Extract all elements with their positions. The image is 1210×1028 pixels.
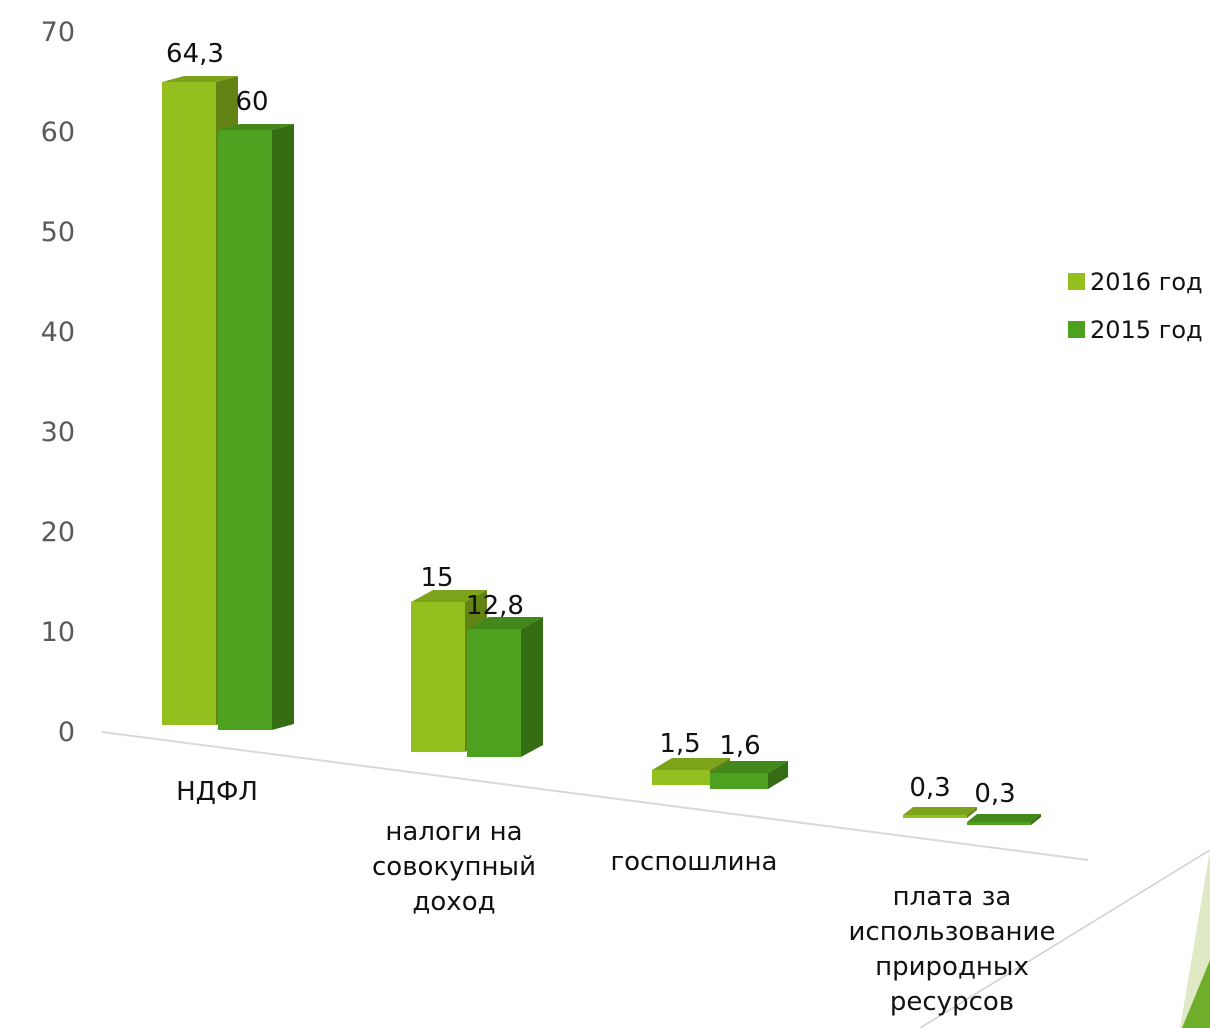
category-label-line: использование [849,917,1056,947]
bar-2015-2 [710,761,788,789]
y-tick-label: 30 [41,417,75,448]
x-axis-baseline [101,731,1089,861]
legend-label: 2016 год [1090,268,1203,296]
y-tick-label: 10 [41,617,75,648]
bar-front [218,130,272,730]
bar-side [967,807,977,818]
bar-top [162,76,238,82]
bar-top [710,761,788,773]
bar-side [521,617,543,757]
bar-front [652,770,710,785]
category-label-line: НДФЛ [176,777,258,807]
bar-2015-0 [218,124,294,730]
data-label: 0,3 [974,779,1015,809]
legend-item: 2015 год [1068,316,1203,344]
bar-side [272,124,294,730]
bar-top [967,814,1041,822]
category-label: госпошлина [610,847,777,877]
deco-line [919,849,1210,1028]
y-tick-label: 0 [58,717,75,748]
legend-swatch [1068,273,1085,290]
y-tick-label: 60 [41,117,75,148]
legend-swatch [1068,321,1085,338]
bar-top [903,807,977,815]
data-labels: 64,3 15 1,5 0,3 60 12,8 1,6 0,3 [166,39,1016,809]
category-label-line: доход [412,887,495,917]
baseline-line [101,731,1089,861]
deco-triangle-green [1182,960,1210,1028]
category-label-line: природных [875,952,1029,982]
data-label: 64,3 [166,39,224,69]
y-tick-label: 70 [41,17,75,48]
y-tick-label: 20 [41,517,75,548]
category-label-line: госпошлина [610,847,777,877]
bar-top [218,124,294,130]
decorative-corner [919,849,1210,1028]
category-label-line: совокупный [372,852,536,882]
bar-front [467,629,521,757]
data-label: 1,6 [719,731,760,761]
category-label-line: плата за [893,882,1012,912]
bar-top [467,617,543,629]
bar-2016-3 [903,807,977,818]
bar-front [903,815,967,818]
bar-front [710,773,768,789]
bar-top [411,590,487,602]
bar-front [162,82,216,725]
data-label: 60 [235,87,268,117]
y-tick-label: 50 [41,217,75,248]
y-axis: 0 10 20 30 40 50 60 70 [41,17,75,748]
data-label: 12,8 [466,591,524,621]
data-label: 0,3 [909,773,950,803]
bar-top [652,758,730,770]
category-label: НДФЛ [176,777,258,807]
category-label: плата за использование природных ресурсов [849,882,1056,1017]
bar-side [1031,814,1041,825]
legend: 2016 год 2015 год [1068,268,1203,344]
category-labels: НДФЛ налоги на совокупный доход госпошлина пл… [176,777,1055,1017]
data-label: 15 [420,563,453,593]
bar-front [967,822,1031,825]
category-label-line: ресурсов [890,987,1014,1017]
legend-item: 2016 год [1068,268,1203,296]
y-tick-label: 40 [41,317,75,348]
bar-side [768,761,788,789]
legend-label: 2015 год [1090,316,1203,344]
category-label: налоги на совокупный доход [372,817,536,917]
bar-2015-3 [967,814,1041,825]
category-label-line: налоги на [385,817,522,847]
bar-front [411,602,465,752]
bars [162,76,1041,825]
bar-2015-1 [467,617,543,757]
data-label: 1,5 [659,729,700,759]
